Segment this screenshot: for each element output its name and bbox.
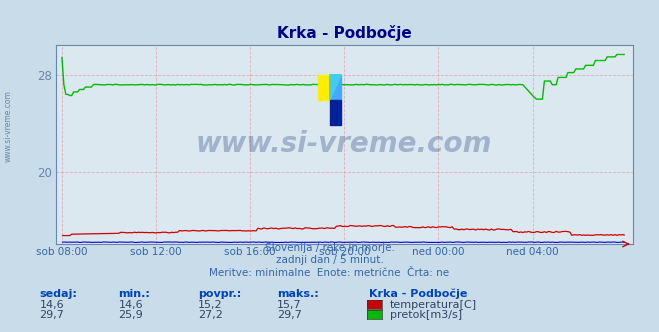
Text: 15,2: 15,2	[198, 300, 222, 310]
Text: www.si-vreme.com: www.si-vreme.com	[3, 90, 13, 162]
Polygon shape	[330, 75, 341, 100]
Text: 25,9: 25,9	[119, 310, 144, 320]
Text: www.si-vreme.com: www.si-vreme.com	[196, 130, 492, 158]
Text: povpr.:: povpr.:	[198, 289, 241, 299]
Text: 15,7: 15,7	[277, 300, 301, 310]
Text: 29,7: 29,7	[277, 310, 302, 320]
Text: pretok[m3/s]: pretok[m3/s]	[390, 310, 462, 320]
Text: zadnji dan / 5 minut.: zadnji dan / 5 minut.	[275, 255, 384, 265]
Text: Meritve: minimalne  Enote: metrične  Črta: ne: Meritve: minimalne Enote: metrične Črta:…	[210, 268, 449, 278]
FancyBboxPatch shape	[318, 75, 330, 100]
FancyBboxPatch shape	[330, 100, 341, 124]
Text: 14,6: 14,6	[119, 300, 143, 310]
Text: sedaj:: sedaj:	[40, 289, 77, 299]
Text: 29,7: 29,7	[40, 310, 65, 320]
Text: maks.:: maks.:	[277, 289, 318, 299]
Text: 14,6: 14,6	[40, 300, 64, 310]
Text: Slovenija / reke in morje.: Slovenija / reke in morje.	[264, 243, 395, 253]
Text: min.:: min.:	[119, 289, 150, 299]
Text: 27,2: 27,2	[198, 310, 223, 320]
Text: Krka - Podbočje: Krka - Podbočje	[369, 289, 467, 299]
Text: temperatura[C]: temperatura[C]	[390, 300, 477, 310]
Title: Krka - Podbočje: Krka - Podbočje	[277, 25, 412, 41]
FancyBboxPatch shape	[330, 75, 341, 100]
